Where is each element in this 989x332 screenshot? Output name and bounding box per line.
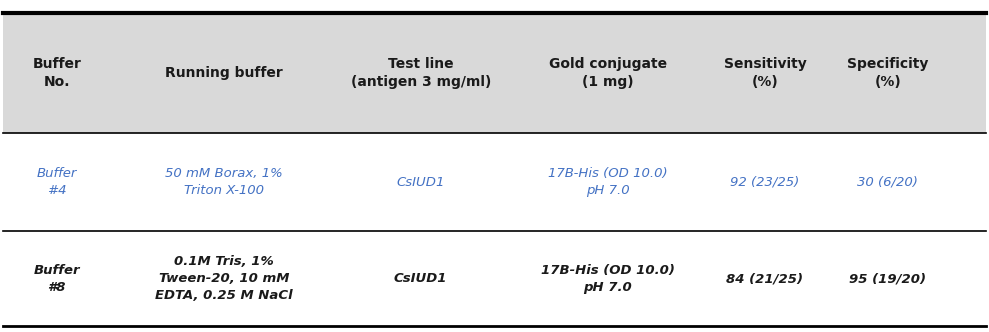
Text: 92 (23/25): 92 (23/25) bbox=[730, 176, 799, 189]
Text: Gold conjugate
(1 mg): Gold conjugate (1 mg) bbox=[549, 57, 667, 89]
Text: 50 mM Borax, 1%
Triton X-100: 50 mM Borax, 1% Triton X-100 bbox=[165, 167, 283, 197]
Text: 17B-His (OD 10.0)
pH 7.0: 17B-His (OD 10.0) pH 7.0 bbox=[541, 264, 674, 293]
Text: Sensitivity
(%): Sensitivity (%) bbox=[724, 57, 806, 89]
Text: Buffer
#4: Buffer #4 bbox=[37, 167, 77, 197]
Text: Buffer
No.: Buffer No. bbox=[33, 57, 81, 89]
Text: CsIUD1: CsIUD1 bbox=[394, 272, 447, 285]
Text: Buffer
#8: Buffer #8 bbox=[34, 264, 80, 293]
FancyBboxPatch shape bbox=[3, 13, 986, 133]
Text: Running buffer: Running buffer bbox=[165, 66, 283, 80]
Text: CsIUD1: CsIUD1 bbox=[397, 176, 445, 189]
Text: 84 (21/25): 84 (21/25) bbox=[727, 272, 803, 285]
Text: 30 (6/20): 30 (6/20) bbox=[857, 176, 919, 189]
Text: Specificity
(%): Specificity (%) bbox=[848, 57, 929, 89]
Text: 0.1M Tris, 1%
Tween-20, 10 mM
EDTA, 0.25 M NaCl: 0.1M Tris, 1% Tween-20, 10 mM EDTA, 0.25… bbox=[155, 255, 293, 302]
Text: 95 (19/20): 95 (19/20) bbox=[850, 272, 927, 285]
Text: 17B-His (OD 10.0)
pH 7.0: 17B-His (OD 10.0) pH 7.0 bbox=[548, 167, 668, 197]
Text: Test line
(antigen 3 mg/ml): Test line (antigen 3 mg/ml) bbox=[350, 57, 491, 89]
